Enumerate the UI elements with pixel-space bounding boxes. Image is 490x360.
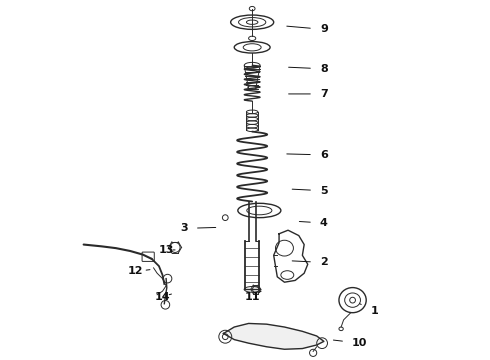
Text: 6: 6 xyxy=(287,150,328,160)
Text: 14: 14 xyxy=(155,292,172,302)
Text: 2: 2 xyxy=(292,257,328,267)
Polygon shape xyxy=(223,323,324,349)
Text: 11: 11 xyxy=(245,291,261,302)
Text: 5: 5 xyxy=(292,186,328,196)
Text: 10: 10 xyxy=(333,338,368,348)
Text: 12: 12 xyxy=(128,266,150,276)
Text: 4: 4 xyxy=(299,218,328,228)
Text: 8: 8 xyxy=(289,64,328,74)
Text: 1: 1 xyxy=(360,304,378,316)
Text: 9: 9 xyxy=(287,24,328,35)
Text: 13: 13 xyxy=(158,245,175,255)
Text: 7: 7 xyxy=(289,89,328,99)
Text: 3: 3 xyxy=(180,224,216,233)
